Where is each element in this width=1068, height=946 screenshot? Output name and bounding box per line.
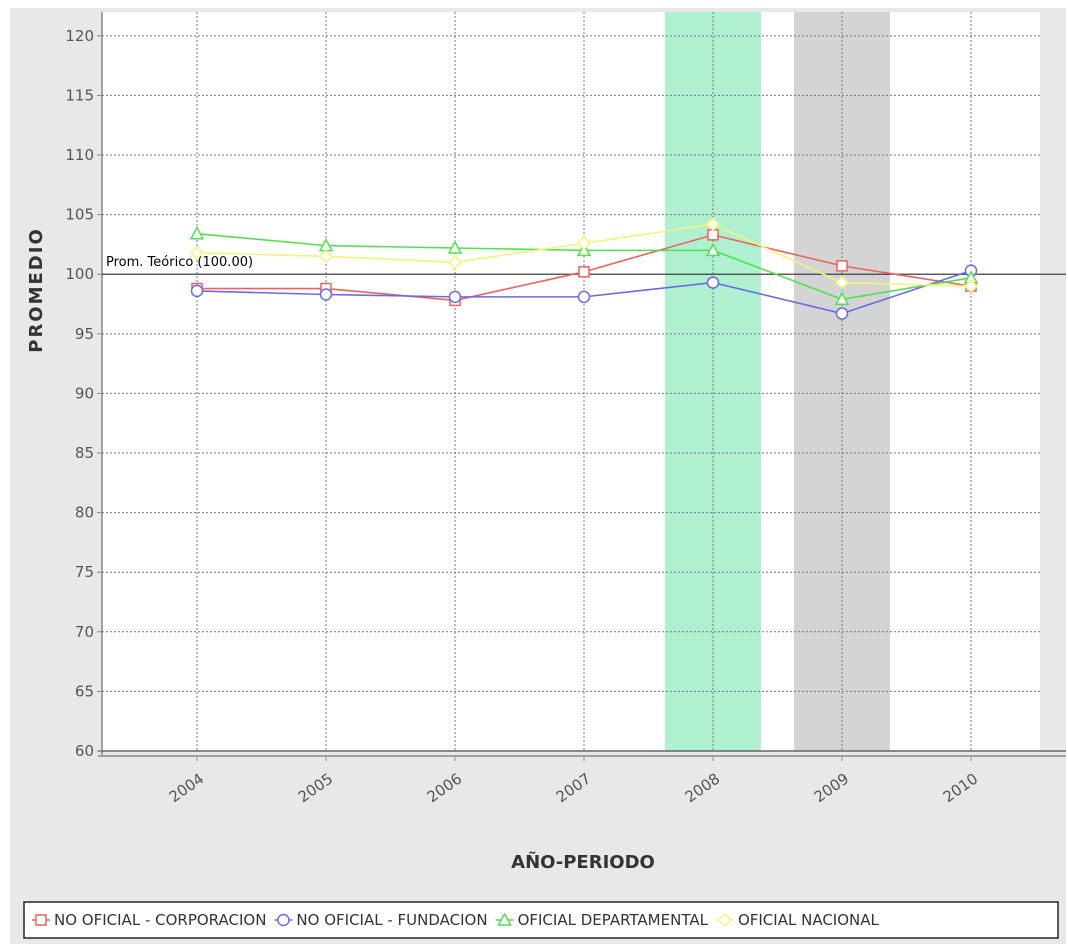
legend-marker-3 xyxy=(717,912,733,928)
legend-item-0: NO OFICIAL - CORPORACION xyxy=(32,911,266,929)
plot-area xyxy=(102,12,1040,751)
series-lines xyxy=(189,217,979,320)
y-tick-label-90: 90 xyxy=(75,384,94,402)
legend-box xyxy=(23,901,1059,939)
y-axis-title: PROMEDIO xyxy=(26,227,47,353)
legend-marker-0 xyxy=(35,914,47,926)
data-point-1-2008 xyxy=(706,276,720,289)
legend-item-3: OFICIAL NACIONAL xyxy=(715,911,880,929)
data-point-0-2007 xyxy=(578,266,590,278)
y-tick-label-70: 70 xyxy=(75,623,94,641)
y-tick-label-120: 120 xyxy=(65,27,94,45)
data-point-2-2008 xyxy=(705,242,721,257)
data-point-0-2008 xyxy=(707,229,719,241)
y-tick-label-85: 85 xyxy=(75,444,94,462)
data-point-1-2007 xyxy=(577,290,591,304)
data-point-2-2009 xyxy=(834,291,850,306)
y-tick-label-100: 100 xyxy=(65,265,94,283)
legend: NO OFICIAL - CORPORACION NO OFICIAL - FUN… xyxy=(32,911,879,929)
legend-label-2: OFICIAL DEPARTAMENTAL xyxy=(518,911,709,929)
legend-label-3: OFICIAL NACIONAL xyxy=(738,911,880,929)
y-tick-label-60: 60 xyxy=(75,742,94,760)
series-3 xyxy=(189,217,979,294)
legend-item-2: OFICIAL DEPARTAMENTAL xyxy=(495,911,709,929)
y-tick-label-65: 65 xyxy=(75,682,94,700)
grid-lines xyxy=(102,12,1040,751)
legend-marker-1 xyxy=(277,913,290,927)
y-tick-label-95: 95 xyxy=(75,325,94,343)
x-axis-title: AÑO-PERIODO xyxy=(511,850,655,873)
reference-line-label: Prom. Teórico (100.00) xyxy=(106,255,253,270)
data-point-3-2004 xyxy=(189,245,205,260)
data-point-3-2005 xyxy=(318,249,334,264)
data-point-3-2009 xyxy=(834,275,850,290)
data-point-1-2004 xyxy=(190,284,204,298)
legend-marker-2 xyxy=(497,912,512,926)
data-point-2-2004 xyxy=(189,226,205,240)
data-point-2-2006 xyxy=(447,240,463,254)
legend-label-0: NO OFICIAL - CORPORACION xyxy=(54,911,266,929)
data-point-1-2005 xyxy=(319,288,333,301)
data-point-3-2010 xyxy=(963,279,979,294)
data-point-1-2006 xyxy=(448,290,462,304)
axes xyxy=(97,12,1066,761)
series-2 xyxy=(189,226,979,306)
data-point-1-2009 xyxy=(835,307,849,320)
data-point-3-2006 xyxy=(447,255,463,270)
y-tick-label-110: 110 xyxy=(65,146,94,164)
legend-label-1: NO OFICIAL - FUNDACION xyxy=(296,911,487,929)
y-tick-label-105: 105 xyxy=(65,206,94,224)
legend-item-1: NO OFICIAL - FUNDACION xyxy=(274,911,488,929)
y-tick-label-75: 75 xyxy=(75,563,94,581)
data-point-0-2009 xyxy=(836,260,848,272)
data-point-3-2008 xyxy=(705,217,721,232)
y-tick-label-115: 115 xyxy=(65,86,94,104)
y-tick-label-80: 80 xyxy=(75,504,94,522)
data-point-3-2007 xyxy=(576,236,592,251)
y-tick-labels: 60 65 70 75 80 85 90 95 100 105 110 115 120 xyxy=(65,27,94,760)
